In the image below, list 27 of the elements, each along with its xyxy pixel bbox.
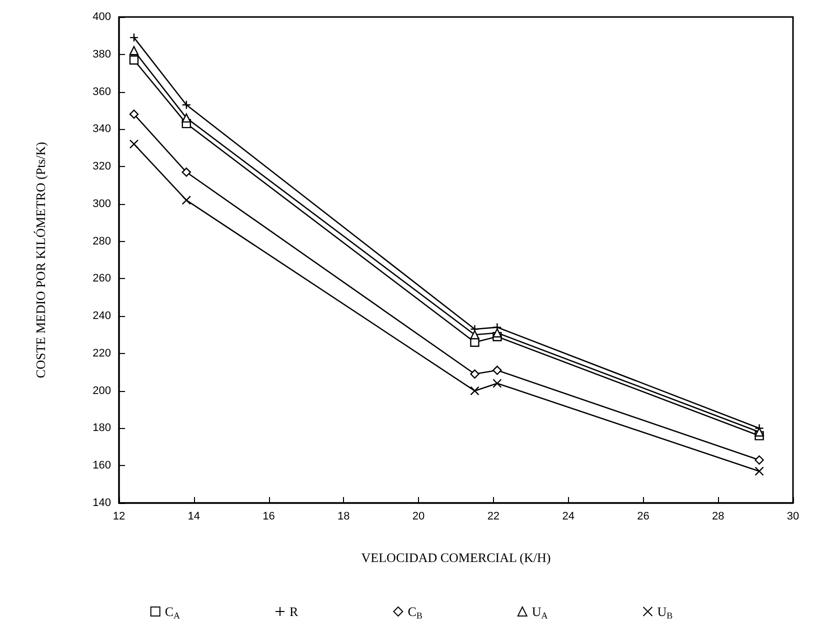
x-tick-label: 26 xyxy=(637,510,650,522)
y-tick-label: 160 xyxy=(92,460,111,472)
x-tick-label: 20 xyxy=(412,510,425,522)
x-tick-label: 18 xyxy=(338,510,350,522)
y-tick-label: 320 xyxy=(92,160,111,173)
x-tick-label: 16 xyxy=(262,510,275,522)
y-tick-label: 400 xyxy=(92,11,111,23)
y-tick-label: 260 xyxy=(92,272,111,285)
y-tick-label: 140 xyxy=(92,497,111,509)
y-tick-label: 340 xyxy=(92,123,111,136)
y-tick-label: 180 xyxy=(92,422,111,434)
y-tick-label: 280 xyxy=(92,235,111,248)
x-tick-label: 22 xyxy=(487,510,500,522)
y-tick-label: 380 xyxy=(92,48,111,60)
x-tick-label: 24 xyxy=(562,510,574,522)
x-tick-label: 12 xyxy=(112,510,126,522)
y-tick-label: 300 xyxy=(92,198,111,210)
y-axis-title: COSTE MEDIO POR KILÓMETRO (Pts/K) xyxy=(33,142,48,378)
y-tick-label: 220 xyxy=(92,347,111,360)
x-tick-label: 14 xyxy=(188,510,200,522)
y-tick-label: 200 xyxy=(92,384,111,397)
y-tick-label: 240 xyxy=(92,310,111,322)
legend-label: R xyxy=(290,604,299,619)
y-tick-label: 360 xyxy=(92,86,111,98)
x-tick-label: 30 xyxy=(786,510,800,522)
x-tick-label: 28 xyxy=(712,510,724,522)
x-axis-title: VELOCIDAD COMERCIAL (K/H) xyxy=(361,550,551,565)
